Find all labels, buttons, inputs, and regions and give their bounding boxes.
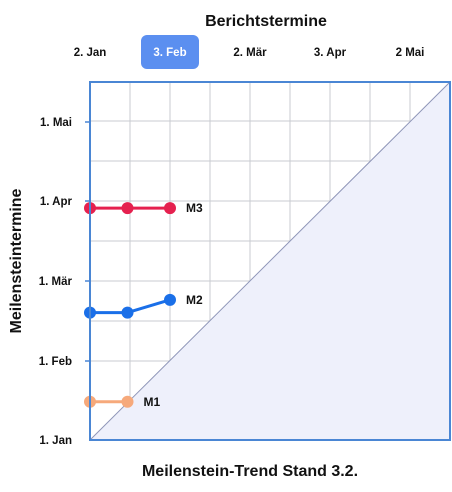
y-tick-label: 1. Mär [39, 276, 73, 288]
series-point-m3 [121, 202, 134, 215]
x-tick-label: 2. Mär [233, 47, 267, 59]
series-point-m2 [121, 306, 134, 319]
x-tick-label-selected: 3. Feb [153, 47, 186, 59]
x-tick-label: 3. Apr [314, 47, 347, 59]
series-point-m1 [121, 395, 134, 408]
series-group: M1 M2 M3 [84, 201, 203, 409]
series-label-m3: M3 [186, 201, 203, 215]
plot-frame [89, 81, 451, 441]
series-point-m3 [164, 202, 176, 215]
y-tick-label: 1. Apr [40, 196, 73, 208]
chart-title: Berichtstermine [205, 13, 327, 30]
y-tick-label: 1. Jan [39, 435, 72, 447]
y-tick-label: 1. Mai [40, 117, 72, 129]
x-axis-ticks: 2. Jan 3. Feb 2. Mär 3. Apr 2 Mai [74, 35, 425, 69]
y-axis-ticks: 1. Jan 1. Feb 1. Mär 1. Apr 1. Mai [39, 117, 90, 447]
y-tick-label: 1. Feb [39, 356, 72, 368]
x-tick-selected-highlight [141, 35, 199, 69]
series-label-m1: M1 [144, 395, 161, 409]
series-label-m2: M2 [186, 293, 203, 307]
x-tick-label: 2. Jan [74, 47, 107, 59]
series-point-m2 [164, 293, 176, 306]
y-axis-label: Meilensteintermine [8, 188, 25, 333]
x-tick-label: 2 Mai [396, 47, 425, 59]
x-axis-label: Meilenstein-Trend Stand 3.2. [142, 463, 358, 480]
